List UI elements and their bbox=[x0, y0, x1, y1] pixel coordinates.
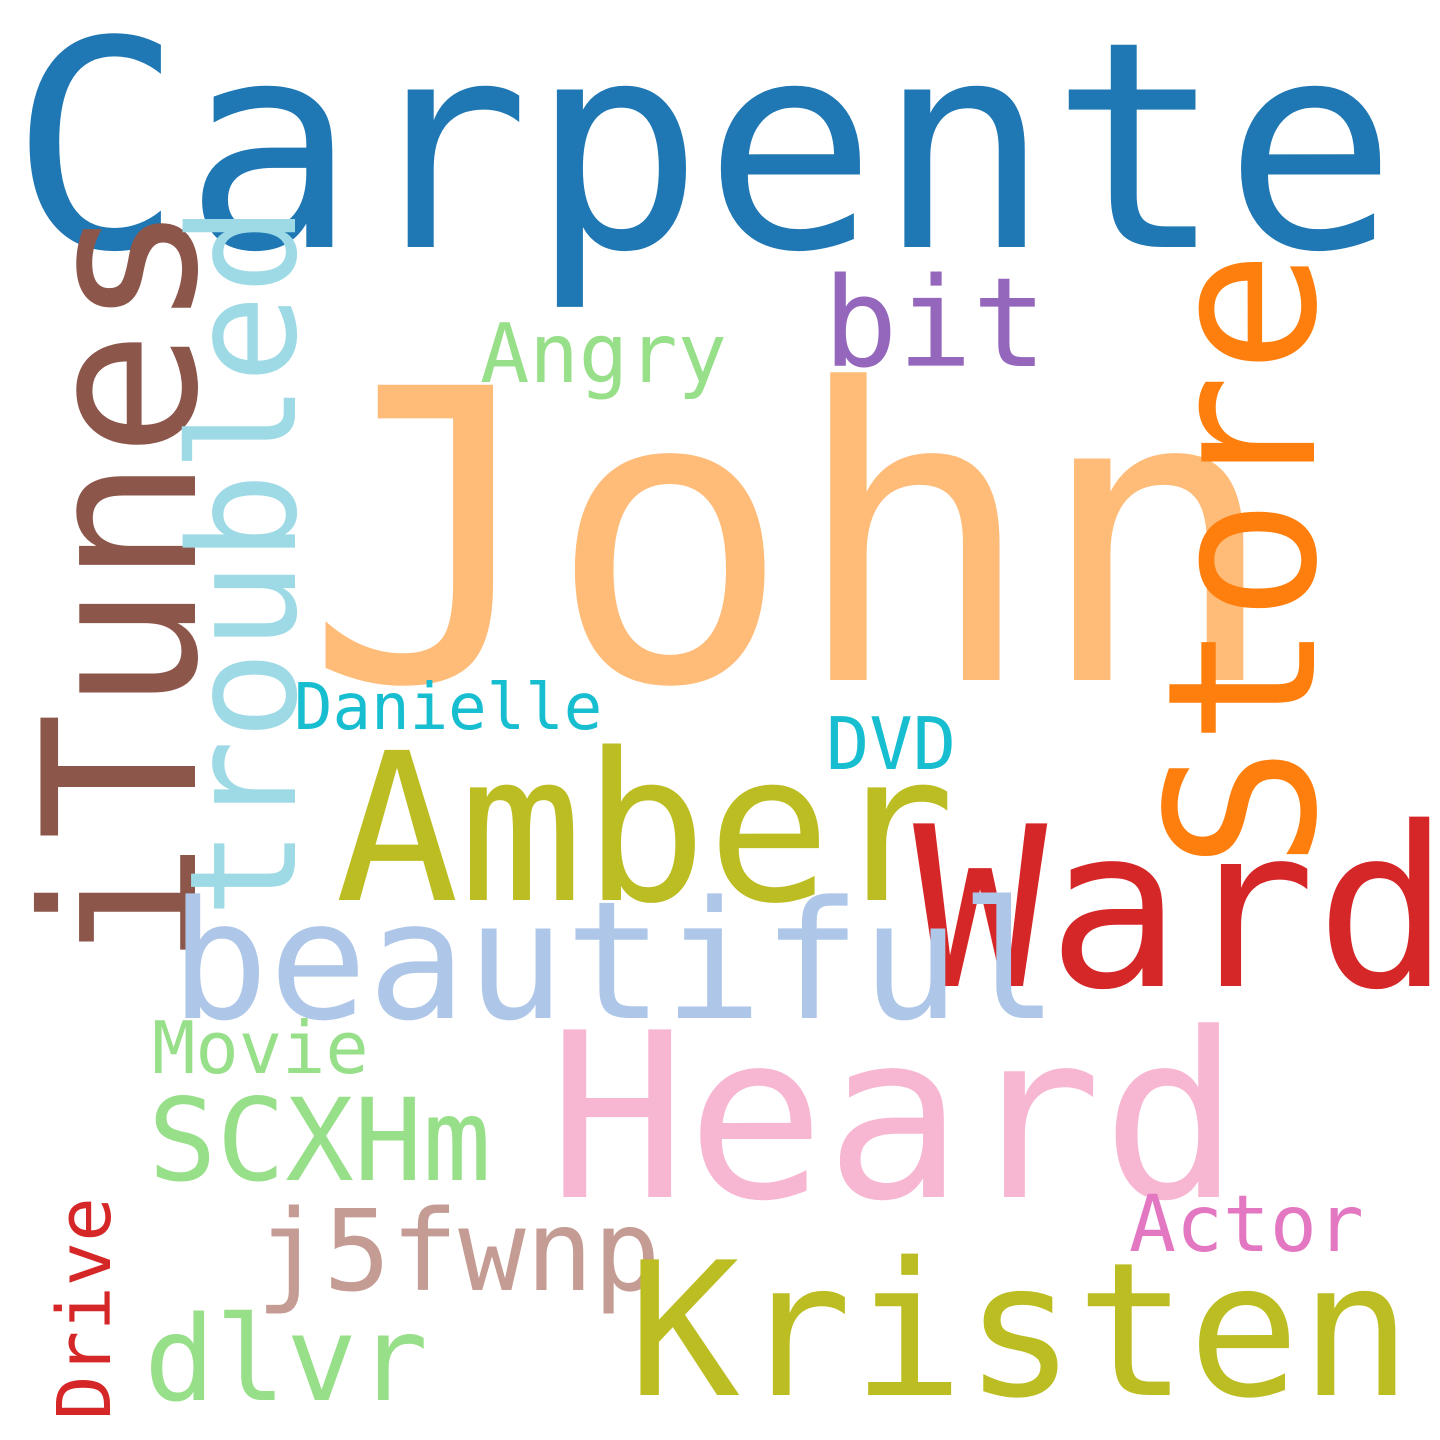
word-dlvr: dlvr bbox=[144, 1290, 429, 1428]
word-store: Store bbox=[1123, 249, 1363, 870]
word-drive: Drive bbox=[42, 1197, 128, 1420]
word-amber: Amber bbox=[335, 709, 956, 949]
word-carpenter: Carpenter bbox=[10, 0, 1440, 315]
word-kristen: Kristen bbox=[628, 1222, 1412, 1439]
word-bit: bit bbox=[823, 252, 1047, 396]
word-movie: Movie bbox=[152, 1006, 369, 1090]
word-john: John bbox=[304, 304, 1280, 776]
word-dvd: DVD bbox=[826, 702, 957, 786]
word-beautiful: beautiful bbox=[170, 866, 1059, 1057]
word-heard: Heard bbox=[548, 985, 1241, 1252]
word-actor: Actor bbox=[1129, 1180, 1364, 1270]
word-angry: Angry bbox=[480, 307, 727, 402]
word-danielle: Danielle bbox=[294, 671, 603, 745]
word-scxhm: SCXHm bbox=[148, 1074, 492, 1207]
word-j5fwnp: j5fwnp bbox=[256, 1187, 661, 1317]
word-ward: Ward bbox=[913, 779, 1440, 1039]
word-troubled: troubled bbox=[158, 205, 330, 918]
